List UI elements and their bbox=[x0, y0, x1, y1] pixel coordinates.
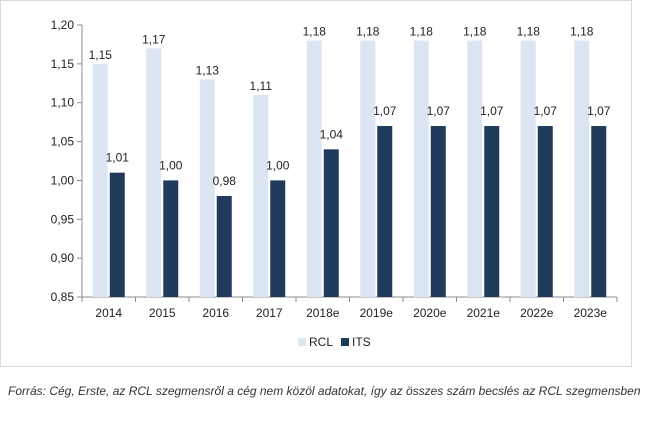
bar-rcl bbox=[146, 48, 162, 297]
data-label-rcl: 1,18 bbox=[356, 25, 380, 39]
data-label-rcl: 1,11 bbox=[250, 79, 273, 93]
bar-its bbox=[163, 180, 179, 297]
y-tick-label: 1,05 bbox=[51, 135, 75, 149]
x-tick-label: 2019e bbox=[360, 306, 394, 320]
legend-label-its: ITS bbox=[352, 335, 371, 349]
data-label-its: 0,98 bbox=[213, 174, 237, 188]
y-tick-label: 0,90 bbox=[51, 251, 75, 265]
y-tick-label: 1,15 bbox=[51, 57, 75, 71]
source-note: Forrás: Cég, Erste, az RCL szegmensről a… bbox=[8, 384, 641, 398]
bar-its bbox=[216, 195, 232, 297]
bar-its bbox=[109, 172, 125, 297]
y-tick-label: 1,20 bbox=[51, 18, 75, 32]
bar-rcl bbox=[413, 40, 429, 298]
chart-container: 0,85 0,90 0,95 1,00 1,05 1,10 1,15 1,20 2014 201… bbox=[0, 0, 632, 367]
x-tick-label: 2020e bbox=[413, 306, 447, 320]
x-tick-label: 2022e bbox=[520, 306, 554, 320]
bar-its bbox=[591, 126, 607, 298]
bar-its bbox=[484, 126, 500, 298]
legend-swatch-rcl bbox=[298, 338, 306, 346]
data-label-rcl: 1,18 bbox=[517, 25, 541, 39]
data-label-its: 1,01 bbox=[106, 151, 130, 165]
x-tick-label: 2021e bbox=[467, 306, 501, 320]
legend-swatch-its bbox=[341, 338, 349, 346]
data-label-its: 1,07 bbox=[534, 104, 558, 118]
bar-rcl bbox=[92, 63, 108, 297]
data-label-its: 1,07 bbox=[480, 104, 504, 118]
bar-its bbox=[270, 180, 286, 297]
bar-rcl bbox=[520, 40, 536, 298]
bar-rcl bbox=[467, 40, 483, 298]
data-label-its: 1,00 bbox=[159, 158, 183, 172]
data-label-rcl: 1,18 bbox=[303, 25, 327, 39]
data-label-its: 1,00 bbox=[266, 158, 290, 172]
data-labels: 1,15 1,01 1,17 1,00 1,13 0,98 1,11 1,00 1,18 1,04… bbox=[89, 25, 611, 188]
data-label-rcl: 1,18 bbox=[570, 25, 594, 39]
data-label-its: 1,04 bbox=[320, 127, 344, 141]
bar-rcl bbox=[360, 40, 376, 298]
x-axis: 2014 2015 2016 2017 2018e 2019e 2020e 2021e 2022… bbox=[81, 296, 618, 320]
bar-rcl bbox=[574, 40, 590, 298]
x-tick-label: 2015 bbox=[149, 306, 176, 320]
data-label-rcl: 1,17 bbox=[142, 32, 166, 46]
data-label-rcl: 1,15 bbox=[89, 48, 113, 62]
data-label-rcl: 1,13 bbox=[196, 63, 220, 77]
y-tick-label: 0,95 bbox=[51, 212, 75, 226]
bar-its bbox=[377, 126, 393, 298]
x-tick-label: 2016 bbox=[202, 306, 229, 320]
data-label-its: 1,07 bbox=[373, 104, 397, 118]
data-label-rcl: 1,18 bbox=[463, 25, 487, 39]
y-tick-label: 1,00 bbox=[51, 173, 75, 187]
legend-label-rcl: RCL bbox=[309, 335, 333, 349]
bars bbox=[92, 40, 607, 298]
bar-rcl bbox=[199, 79, 215, 298]
bar-rcl bbox=[253, 94, 269, 297]
bar-chart: 0,850,900,951,001,051,101,151,20 2014 201… bbox=[0, 0, 632, 367]
y-axis: 0,85 0,90 0,95 1,00 1,05 1,10 1,15 1,20 bbox=[51, 18, 83, 304]
data-label-its: 1,07 bbox=[427, 104, 451, 118]
x-tick-label: 2018e bbox=[306, 306, 340, 320]
data-label-its: 1,07 bbox=[587, 104, 611, 118]
bar-its bbox=[537, 126, 553, 298]
bar-rcl bbox=[306, 40, 322, 298]
x-tick-label: 2014 bbox=[95, 306, 122, 320]
y-tick-label: 0,85 bbox=[51, 290, 75, 304]
chart-frame-border bbox=[0, 0, 632, 367]
y-tick-label: 1,10 bbox=[51, 96, 75, 110]
bar-its bbox=[323, 149, 339, 297]
bar-its bbox=[430, 126, 446, 298]
data-label-rcl: 1,18 bbox=[410, 25, 434, 39]
x-tick-label: 2017 bbox=[256, 306, 283, 320]
legend: RCL ITS bbox=[298, 335, 371, 349]
x-tick-label: 2023e bbox=[574, 306, 608, 320]
